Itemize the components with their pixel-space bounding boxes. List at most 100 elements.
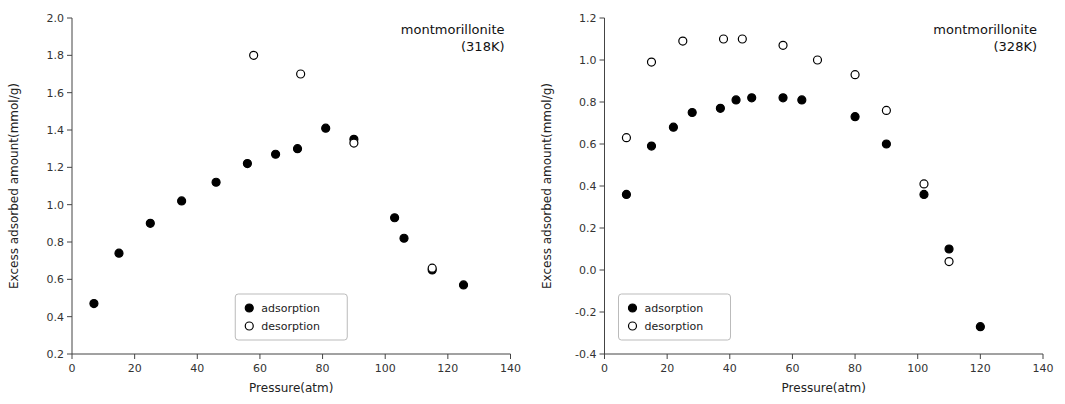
point: [90, 300, 98, 308]
legend-marker: [245, 322, 253, 330]
x-tick-mark: [1043, 354, 1044, 359]
y-tick: -0.4: [575, 348, 604, 361]
legend: adsorptiondesorption: [619, 294, 731, 340]
point: [688, 109, 696, 117]
x-tick-mark: [385, 354, 386, 359]
y-tick-label: 0.4: [579, 180, 597, 193]
plot-area: [622, 35, 984, 331]
point: [322, 124, 330, 132]
legend: adsorptiondesorption: [235, 294, 347, 340]
x-tick: 140: [500, 354, 521, 375]
y-tick-label: 0.2: [47, 348, 65, 361]
y-tick-mark: [67, 354, 72, 355]
y-tick-label: -0.2: [575, 306, 596, 319]
x-tick: 40: [723, 354, 737, 375]
x-tick-mark: [197, 354, 198, 359]
y-tick-mark: [67, 279, 72, 280]
y-tick: 1.2: [47, 161, 73, 174]
point: [350, 139, 358, 147]
legend-marker: [629, 322, 637, 330]
point: [294, 145, 302, 153]
y-tick: -0.2: [575, 306, 604, 319]
point: [798, 96, 806, 104]
y-tick-label: 1.2: [47, 161, 65, 174]
y-tick-label: 1.4: [47, 124, 65, 137]
plot-area: [90, 51, 468, 307]
x-tick-mark: [917, 354, 918, 359]
y-tick: 0.0: [579, 264, 605, 277]
point: [945, 258, 953, 266]
series: [90, 124, 468, 307]
point: [622, 134, 630, 142]
y-tick-mark: [67, 204, 72, 205]
series: [250, 51, 437, 272]
point: [679, 37, 687, 45]
series: [622, 35, 953, 266]
point: [647, 58, 655, 66]
y-tick: 0.2: [47, 348, 73, 361]
x-tick-label: 120: [970, 362, 991, 375]
legend-box: [235, 294, 347, 340]
y-tick-label: 0.0: [579, 264, 597, 277]
y-tick-label: 0.8: [47, 236, 65, 249]
x-tick: 0: [601, 354, 608, 375]
y-tick-label: 0.2: [579, 222, 597, 235]
y-tick: 0.6: [47, 273, 73, 286]
x-tick-label: 20: [128, 362, 142, 375]
x-tick-mark: [510, 354, 511, 359]
x-tick-mark: [792, 354, 793, 359]
x-tick-mark: [980, 354, 981, 359]
y-tick-label: 0.6: [579, 138, 597, 151]
subtitle: (328K): [994, 39, 1037, 54]
panel: 0204060801001201400.20.40.60.81.01.21.41…: [7, 12, 521, 395]
y-tick: 1.0: [47, 199, 73, 212]
x-axis-line: [605, 354, 1044, 355]
legend-marker: [245, 304, 253, 312]
y-tick: 0.4: [579, 180, 605, 193]
point: [716, 104, 724, 112]
point: [391, 214, 399, 222]
y-tick-label: -0.4: [575, 348, 596, 361]
x-tick-label: 0: [69, 362, 76, 375]
x-tick: 60: [253, 354, 267, 375]
point: [428, 264, 436, 272]
y-tick: 0.6: [579, 138, 605, 151]
y-tick: 0.8: [579, 96, 605, 109]
x-tick: 60: [785, 354, 799, 375]
x-tick-label: 40: [190, 362, 204, 375]
point: [945, 245, 953, 253]
y-tick: 1.2: [579, 12, 605, 25]
point: [720, 35, 728, 43]
point: [243, 160, 251, 168]
y-tick-mark: [600, 354, 605, 355]
x-tick: 0: [69, 354, 76, 375]
y-tick-label: 1.0: [579, 54, 597, 67]
y-tick-mark: [600, 60, 605, 61]
x-tick-label: 20: [660, 362, 674, 375]
point: [748, 94, 756, 102]
x-tick-label: 60: [253, 362, 267, 375]
legend-label: desorption: [645, 320, 704, 333]
y-tick-mark: [600, 144, 605, 145]
point: [146, 219, 154, 227]
point: [178, 197, 186, 205]
x-tick-mark: [729, 354, 730, 359]
x-tick-mark: [604, 354, 605, 359]
x-tick-label: 100: [375, 362, 396, 375]
legend-label: adsorption: [261, 302, 320, 315]
point: [738, 35, 746, 43]
x-tick-label: 60: [785, 362, 799, 375]
x-tick-mark: [855, 354, 856, 359]
point: [779, 94, 787, 102]
point: [732, 96, 740, 104]
x-tick-label: 40: [723, 362, 737, 375]
y-tick-label: 1.8: [47, 49, 65, 62]
y-tick-mark: [600, 312, 605, 313]
y-tick: 1.6: [47, 87, 73, 100]
x-tick: 20: [128, 354, 142, 375]
point: [851, 113, 859, 121]
title: montmorillonite: [401, 22, 505, 37]
point: [779, 41, 787, 49]
y-tick: 1.4: [47, 124, 73, 137]
x-tick-label: 140: [500, 362, 521, 375]
